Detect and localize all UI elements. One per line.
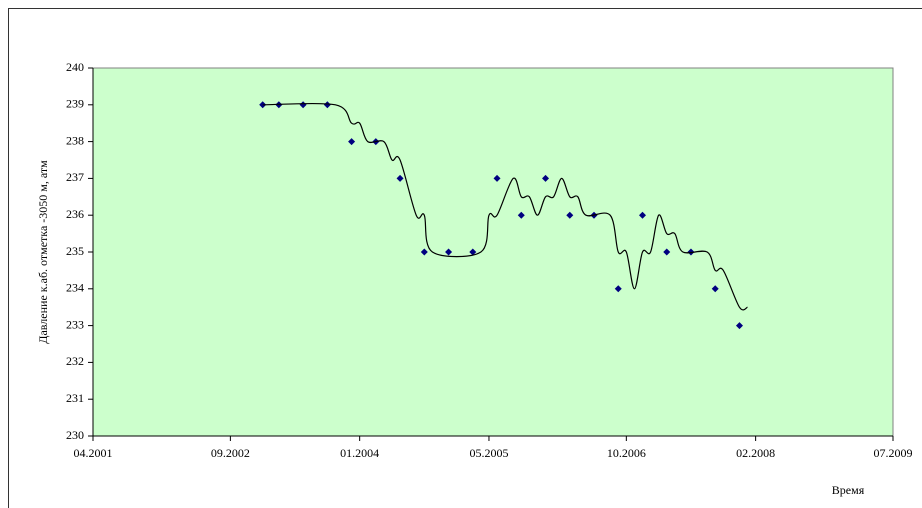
y-tick-label: 237 <box>66 170 84 184</box>
x-tick-label: 05.2005 <box>469 446 508 460</box>
x-tick-label: 01.2004 <box>340 446 379 460</box>
data-point <box>445 248 453 256</box>
x-axis-label: Время <box>832 483 865 497</box>
data-point <box>638 211 646 219</box>
data-point <box>711 285 719 293</box>
data-point <box>323 101 331 109</box>
y-tick-label: 231 <box>66 391 84 405</box>
data-point <box>663 248 671 256</box>
x-tick-label: 10.2006 <box>607 446 646 460</box>
data-point <box>469 248 477 256</box>
y-tick-label: 240 <box>66 60 84 74</box>
y-tick-label: 235 <box>66 244 84 258</box>
y-tick-label: 232 <box>66 354 84 368</box>
data-point <box>735 322 743 330</box>
y-tick-label: 239 <box>66 97 84 111</box>
data-line <box>262 102 748 311</box>
data-point <box>517 211 525 219</box>
data-point <box>420 248 428 256</box>
y-tick-label: 234 <box>66 281 84 295</box>
y-tick-label: 230 <box>66 428 84 442</box>
y-axis-label: Давление к.аб. отметка -3050 м, атм <box>36 160 50 344</box>
x-tick-label: 09.2002 <box>211 446 250 460</box>
data-point <box>493 174 501 182</box>
x-tick-label: 07.2009 <box>874 446 913 460</box>
y-tick-label: 238 <box>66 133 84 147</box>
y-tick-label: 236 <box>66 207 84 221</box>
x-tick-label: 02.2008 <box>736 446 775 460</box>
data-point <box>614 285 622 293</box>
y-tick-label: 233 <box>66 317 84 331</box>
data-point <box>396 174 404 182</box>
plot-area <box>92 67 894 437</box>
x-tick-label: 04.2001 <box>74 446 113 460</box>
data-point <box>566 211 574 219</box>
data-point <box>542 174 550 182</box>
data-point <box>348 138 356 146</box>
